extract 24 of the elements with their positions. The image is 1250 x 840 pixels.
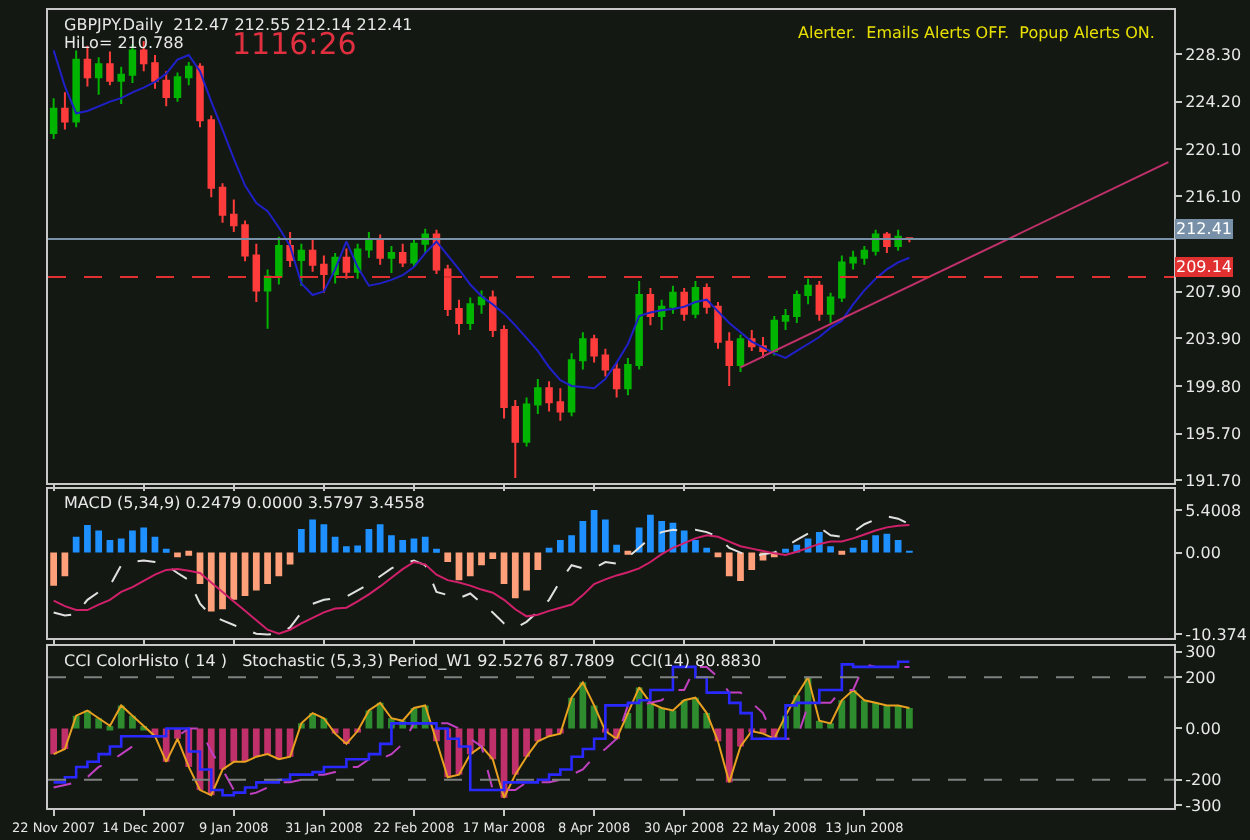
annotation: Alerter. Emails Alerts OFF. Popup Alerts ON. bbox=[798, 24, 1155, 42]
y-tick-label: 195.70 bbox=[1185, 425, 1242, 444]
y-tick-label: 224.20 bbox=[1185, 93, 1242, 112]
y-tick-label: 5.4008 bbox=[1185, 501, 1242, 520]
chart-title: CCI ColorHisto ( 14 ) Stochastic (5,3,3) Period_W1 92.5276 87.7809 CCI(14) 80.8830 bbox=[64, 652, 762, 670]
annotation: HiLo= 210.788 bbox=[64, 34, 184, 52]
y-tick-label: -300 bbox=[1185, 797, 1222, 816]
y-tick-label: 216.10 bbox=[1185, 187, 1242, 206]
y-tick-label: 200 bbox=[1185, 668, 1216, 687]
chart-title: GBPJPY.Daily 212.47 212.55 212.14 212.41 bbox=[64, 16, 413, 34]
y-tick-label: 0.00 bbox=[1185, 720, 1221, 739]
ref-line-label: 209.14 bbox=[1176, 258, 1232, 276]
ref-line-label: 212.41 bbox=[1176, 220, 1232, 238]
y-tick-label: 300 bbox=[1185, 643, 1216, 662]
y-tick-label: 220.10 bbox=[1185, 141, 1242, 159]
y-tick-label: 228.30 bbox=[1185, 45, 1242, 64]
y-tick-label: -10.374 bbox=[1185, 625, 1247, 644]
y-tick-label: 207.90 bbox=[1185, 283, 1242, 302]
chart-title: MACD (5,34,9) 0.2479 0.0000 3.5797 3.4558 bbox=[64, 494, 425, 512]
y-tick-label: 199.80 bbox=[1185, 377, 1242, 396]
y-tick-label: 0.00 bbox=[1185, 544, 1221, 563]
y-tick-label: -200 bbox=[1185, 771, 1222, 790]
y-tick-label: 191.70 bbox=[1185, 471, 1242, 490]
y-tick-label: 203.90 bbox=[1185, 329, 1242, 348]
